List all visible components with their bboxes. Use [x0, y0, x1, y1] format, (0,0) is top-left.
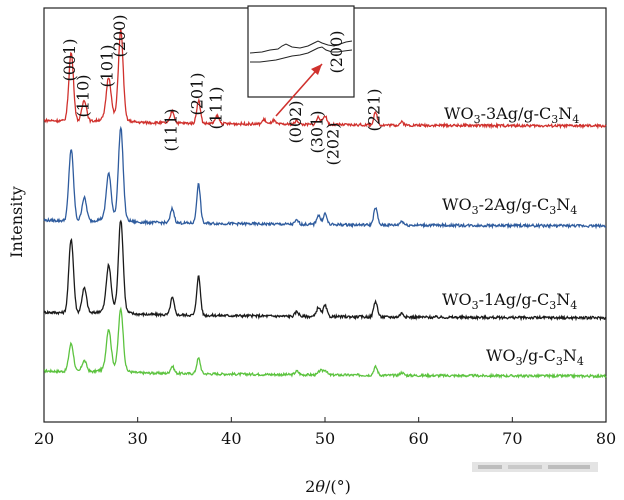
x-axis-label: 2θ/(°)	[305, 477, 351, 496]
x-tick-label-30: 30	[127, 429, 147, 448]
y-axis-label: Intensity	[7, 186, 26, 258]
inset-arrowhead	[311, 64, 322, 75]
x-tick-label-50: 50	[315, 429, 335, 448]
inset-curve-upper	[249, 40, 353, 54]
series-label-ag1: WO3-1Ag/g-C3N4	[442, 290, 577, 312]
inset-curve-lower	[250, 46, 353, 63]
series-group	[43, 29, 607, 380]
x-axis-ticks: 20 30 40 50 60 70 80	[34, 417, 616, 448]
x-tick-label-60: 60	[408, 429, 428, 448]
peak-label-3: (200)	[110, 14, 129, 57]
inset-peak-label: (200)	[327, 30, 346, 73]
series-line-wo3	[43, 306, 607, 380]
peak-label-9: (202)	[323, 122, 342, 165]
inset-arrow	[275, 63, 323, 117]
series-label-ag2: WO3-2Ag/g-C3N4	[442, 195, 577, 217]
series-labels: WO3-3Ag/g-C3N4 WO3-2Ag/g-C3N4 WO3-1Ag/g-…	[442, 104, 584, 368]
peak-label-4: (111)	[161, 108, 180, 151]
watermark-logo	[472, 462, 598, 472]
x-tick-label-80: 80	[596, 429, 616, 448]
x-tick-label-40: 40	[221, 429, 241, 448]
series-line-ag2	[43, 125, 607, 230]
peak-label-1: (110)	[73, 74, 92, 117]
peak-label-10: (221)	[365, 88, 384, 131]
x-tick-label-20: 20	[34, 429, 54, 448]
series-line-ag1	[43, 219, 607, 322]
series-line-ag3	[43, 29, 607, 130]
peak-label-0: (001)	[60, 38, 79, 81]
x-tick-label-70: 70	[502, 429, 522, 448]
x-label-post: /(°)	[325, 477, 351, 496]
series-label-wo3: WO3/g-C3N4	[486, 346, 584, 368]
series-label-ag3: WO3-3Ag/g-C3N4	[444, 104, 579, 126]
inset: (200)	[247, 5, 355, 117]
peak-labels: (001)(110)(101)(200)(111)(201) (111) (002)…	[60, 14, 383, 165]
x-label-theta: θ	[315, 477, 325, 496]
peak-label-8: (301)	[307, 110, 326, 153]
peak-label-2: (101)	[98, 44, 117, 87]
peak-label-6: (111)	[206, 86, 225, 129]
peak-label-7: (002)	[286, 100, 305, 143]
x-label-pre: 2	[305, 477, 315, 496]
peak-label-5: (201)	[188, 72, 207, 115]
